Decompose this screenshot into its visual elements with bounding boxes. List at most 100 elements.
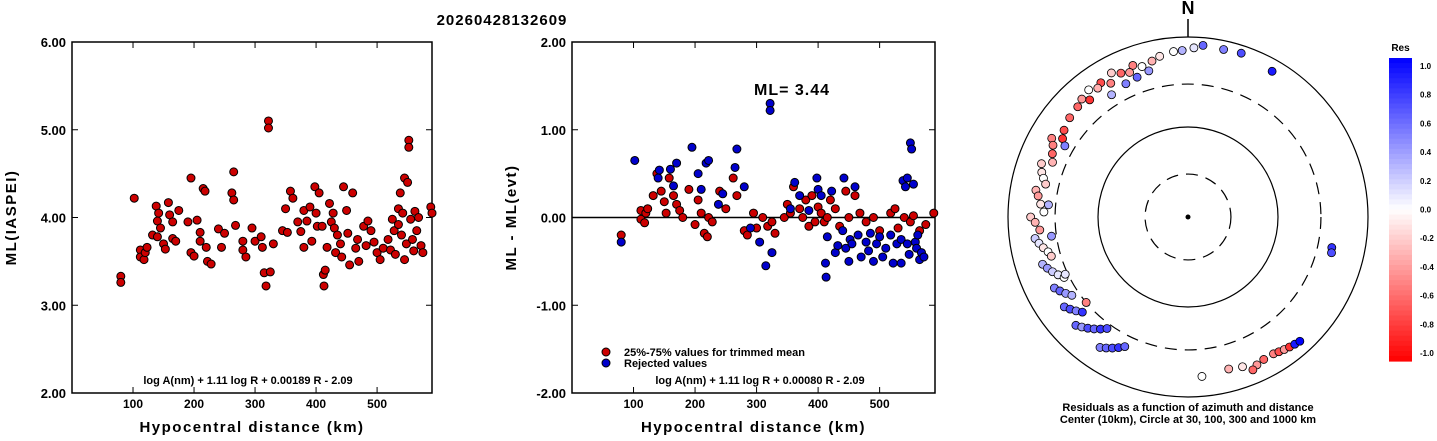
station-point	[1093, 83, 1103, 93]
trimmed-mean-point	[684, 184, 694, 194]
station-point	[1073, 102, 1083, 112]
trimmed-mean-point	[929, 208, 939, 218]
colorbar-cell	[1389, 345, 1412, 352]
colorbar-cell	[1389, 113, 1412, 120]
trimmed-mean-point	[841, 186, 851, 196]
rejected-point	[687, 142, 697, 152]
colorbar-tick-label: -1.0	[1420, 349, 1434, 358]
rejected-point	[833, 241, 843, 251]
data-point	[268, 239, 278, 249]
data-point	[369, 237, 379, 247]
rejected-point	[896, 258, 906, 268]
station-point	[1121, 79, 1131, 89]
data-point	[427, 208, 437, 218]
data-point	[375, 255, 385, 265]
distance-ring	[1097, 126, 1279, 308]
colorbar-cell	[1389, 325, 1412, 332]
rejected-point	[861, 237, 871, 247]
colorbar-cell	[1389, 159, 1412, 165]
legend-label: 25%-75% values for trimmed mean	[624, 347, 805, 359]
trimmed-mean-point	[868, 213, 878, 222]
ml-annotation: ML= 3.44	[754, 82, 830, 99]
data-point	[337, 252, 347, 262]
data-point	[332, 230, 342, 240]
colorbar-cell	[1389, 138, 1412, 145]
trimmed-mean-point	[648, 191, 658, 201]
rejected-point	[630, 155, 640, 165]
data-point	[353, 234, 363, 244]
colorbar-cell	[1389, 290, 1412, 296]
data-point	[174, 205, 184, 215]
trimmed-mean-point	[890, 204, 900, 214]
data-point	[345, 260, 355, 270]
trimmed-mean-point	[770, 228, 780, 238]
rejected-point	[704, 155, 714, 165]
data-point	[401, 239, 411, 249]
rejected-point	[875, 232, 885, 242]
colorbar-cell	[1389, 169, 1412, 175]
rejected-point	[785, 204, 795, 214]
colorbar-cell	[1389, 320, 1412, 327]
colorbar-cell	[1389, 73, 1412, 79]
data-point	[281, 204, 291, 214]
colorbar-tick-label: 0.0	[1420, 206, 1432, 215]
x-tick-label: 300	[245, 397, 265, 411]
trimmed-mean-point	[908, 211, 918, 221]
colorbar-cell	[1389, 184, 1412, 190]
data-point	[418, 248, 428, 258]
data-point	[305, 202, 315, 212]
x-tick-label: 500	[367, 397, 387, 411]
distance-ring	[1144, 173, 1232, 261]
rejected-point	[827, 186, 837, 196]
trimmed-mean-point	[804, 221, 814, 231]
distance-ring	[1007, 36, 1369, 398]
y-tick-label: -1.00	[536, 298, 566, 313]
data-point	[393, 220, 403, 230]
trimmed-mean-point	[779, 213, 789, 222]
rejected-point	[745, 223, 755, 233]
data-point	[343, 228, 353, 238]
station-point	[1047, 149, 1057, 159]
colorbar-cell	[1389, 98, 1412, 105]
y-axis-label: ML - ML(evt)	[503, 164, 520, 270]
colorbar-cell	[1389, 209, 1412, 216]
rejected-point	[886, 230, 896, 240]
polar-caption-line1: Residuals as a function of azimuth and d…	[1062, 402, 1313, 414]
data-point	[238, 236, 248, 246]
station-point	[1137, 62, 1147, 71]
data-point	[229, 167, 239, 177]
legend-label: Rejected values	[624, 358, 707, 370]
trimmed-mean-point	[640, 218, 650, 228]
trimmed-mean-point	[798, 213, 808, 222]
station-point	[1106, 78, 1116, 88]
station-point	[1236, 48, 1246, 58]
station-point	[1197, 372, 1207, 381]
data-point	[322, 242, 332, 252]
x-tick-label: 500	[870, 397, 890, 411]
trimmed-mean-point	[732, 191, 742, 201]
data-point	[331, 248, 341, 258]
station-point	[1219, 45, 1229, 54]
rejected-point	[888, 258, 898, 268]
rejected-point	[847, 239, 857, 249]
trimmed-mean-point	[696, 208, 706, 218]
rejected-point	[767, 248, 777, 258]
station-point	[1155, 51, 1165, 61]
rejected-point	[822, 232, 832, 242]
rejected-point	[838, 226, 848, 236]
figure-title: 20260428132609	[437, 12, 568, 29]
data-point	[320, 265, 330, 275]
rejected-point	[672, 158, 682, 168]
y-tick-label: 4.00	[41, 211, 66, 226]
station-point	[1144, 66, 1154, 76]
colorbar-cell	[1389, 260, 1412, 266]
colorbar-cell	[1389, 118, 1412, 125]
rejected-point	[821, 272, 831, 282]
colorbar-cell	[1389, 305, 1412, 312]
data-point	[186, 173, 196, 183]
colorbar-cell	[1389, 128, 1412, 135]
data-point	[155, 223, 165, 233]
data-point	[142, 242, 152, 252]
station-point	[1102, 324, 1112, 333]
station-point	[1327, 248, 1336, 258]
